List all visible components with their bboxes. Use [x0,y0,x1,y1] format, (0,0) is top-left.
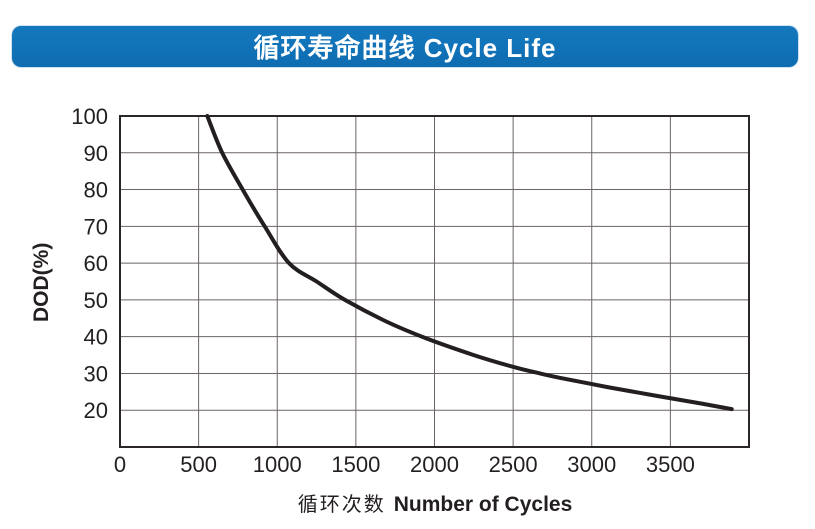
cycle-life-curve [205,114,734,412]
y-tick-label: 90 [84,141,108,166]
x-tick-label: 3500 [646,452,695,477]
x-tick-label: 3000 [567,452,616,477]
y-tick-label: 100 [71,104,108,129]
y-tick-label: 70 [84,214,108,239]
x-axis-title-zh: 循环次数 [297,494,386,516]
x-tick-label: 2500 [489,452,538,477]
x-tick-label: 500 [180,452,217,477]
y-tick-label: 60 [84,251,108,276]
cycle-life-chart: 0 500 1000 1500 2000 2500 3000 3500 20 30 40 50 60 70… [0,80,815,529]
x-tick-label: 1000 [253,452,302,477]
plot-border [119,115,750,448]
x-tick-label: 1500 [331,452,380,477]
y-tick-label: 50 [84,288,108,313]
chart-plot: 0 500 1000 1500 2000 2500 3000 3500 20 30 40 50 60 70… [71,104,750,477]
title-banner: 循环寿命曲线 Cycle Life [12,26,798,67]
x-tick-label: 0 [114,452,126,477]
y-axis-title: DOD(%) [30,242,53,322]
x-tick-label: 2000 [410,452,459,477]
y-tick-label: 40 [84,325,108,350]
x-axis-title-en: Number of Cycles [393,493,573,516]
y-tick-label: 20 [84,398,108,423]
x-axis-title: 循环次数 Number of Cycles [0,488,815,517]
y-tick-label: 80 [84,178,108,203]
page-title: 循环寿命曲线 Cycle Life [253,33,557,63]
y-tick-label: 30 [84,361,108,386]
